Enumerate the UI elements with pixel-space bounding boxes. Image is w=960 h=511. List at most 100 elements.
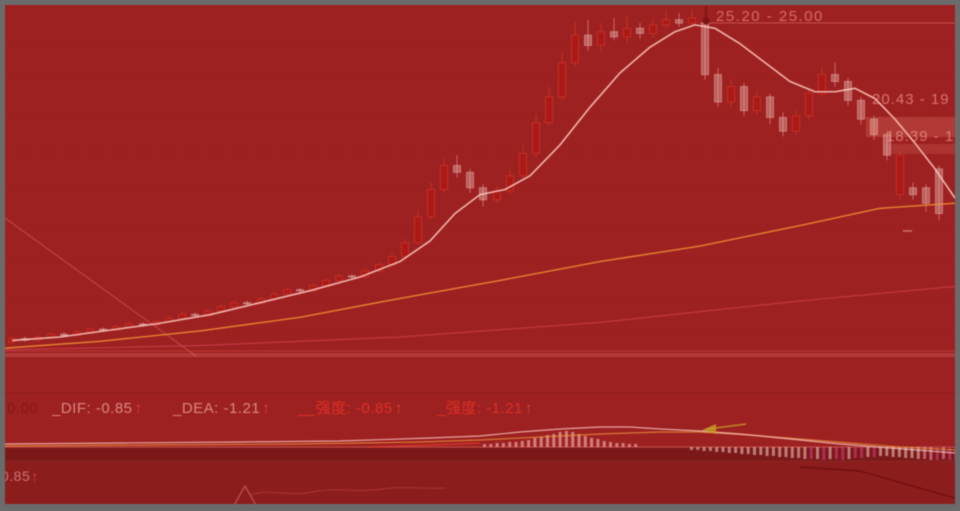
macd-histogram-bar-down (759, 447, 763, 455)
macd-histogram-bar-up (483, 444, 486, 447)
candle-body (125, 323, 133, 328)
candle-body (857, 99, 865, 120)
macd-histogram-bar-down (904, 447, 908, 458)
macd-histogram-bar-down (929, 447, 933, 460)
candle-body (427, 189, 435, 218)
ma-fast-line (11, 24, 955, 342)
macd-strength-line (369, 442, 481, 448)
candle-body (335, 275, 343, 281)
candle-body (519, 152, 527, 177)
macd-histogram-bar-down (746, 447, 750, 454)
ma-slow-line (5, 202, 955, 349)
macd-histogram-bar-down (910, 447, 914, 458)
candle-body (401, 242, 409, 257)
candle-body (779, 116, 787, 132)
candle-body (230, 302, 238, 308)
ma-long-line (5, 285, 955, 351)
candle-body (922, 187, 930, 204)
candle-body (636, 27, 644, 34)
macd-histogram-bar-down (797, 447, 801, 458)
macd-histogram-bar-up (508, 442, 512, 447)
panel-background-0 (5, 5, 955, 448)
stock-chart-canvas[interactable]: 25.20 - 25.00 20.43 - 19 18.39 - 1 0.00 _DIF… (5, 5, 955, 504)
candle-body (727, 86, 735, 103)
dif-line (5, 426, 955, 454)
candle-body (466, 171, 474, 189)
candle-body (178, 313, 186, 319)
macd-histogram-bar-down (853, 447, 857, 458)
macd-histogram-bar-down (948, 447, 952, 460)
candle-body (322, 279, 330, 287)
candle-body (649, 24, 657, 34)
up-arrow-icon: ↑ (525, 400, 533, 417)
candle-body (714, 74, 722, 103)
candle-body (283, 289, 291, 295)
up-arrow-icon: ↑ (31, 468, 39, 484)
macd-histogram-bar-down (847, 447, 851, 459)
candle-body (610, 31, 618, 38)
right-price-range-label-0: 20.43 - 19 (872, 91, 950, 108)
candle-body (348, 275, 356, 278)
candle-body (883, 134, 891, 156)
candle-body (701, 22, 709, 76)
candle-body (532, 122, 540, 154)
macd-histogram-bar-down (834, 447, 838, 459)
macd-histogram-bar-down (715, 447, 719, 452)
right-price-range-label-1: 18.39 - 1 (886, 128, 954, 145)
dea-line (5, 431, 955, 451)
candle-body (60, 333, 68, 336)
candle-body (753, 96, 761, 112)
candle-body (623, 27, 631, 38)
macd-histogram-bar-down (822, 447, 826, 460)
trend-line (5, 217, 197, 357)
candle-body (571, 34, 579, 64)
candle-body (740, 86, 748, 112)
macd-histogram-bar-down (879, 447, 882, 456)
candle-body (506, 175, 514, 192)
macd-histogram-bar-up (552, 434, 556, 447)
macd-histogram-bar-up (596, 439, 600, 447)
price-pin-icon (702, 17, 710, 25)
macd-histogram-bar-down (734, 447, 738, 453)
indicator-label: __强度: -0.85 ↑ (297, 400, 403, 417)
candle-body (766, 96, 774, 118)
macd-histogram-bar-down (923, 447, 927, 459)
candle-body (597, 31, 605, 46)
macd-histogram-bar-up (602, 441, 606, 447)
macd-histogram-bar-down (765, 447, 769, 456)
macd-histogram-bar-up (514, 442, 518, 447)
up-arrow-icon: ↑ (395, 400, 403, 417)
flat-price-band (5, 353, 955, 357)
candle-body (844, 80, 852, 101)
macd-histogram-bar-down (942, 447, 945, 459)
macd-histogram-bar-down (696, 447, 700, 450)
macd-histogram-bar-down (727, 447, 731, 453)
macd-histogram-bar-up (621, 443, 625, 447)
right-price-band-1 (884, 144, 955, 154)
sub-indicator-dark-line (799, 466, 955, 499)
candle-body (414, 216, 422, 244)
candle-body (453, 164, 461, 173)
macd-histogram-bar-down (891, 447, 895, 457)
macd-histogram-bar-down (866, 447, 870, 457)
candle-body (545, 96, 553, 124)
macd-histogram-bar-up (627, 444, 631, 447)
macd-histogram-bar-down (803, 447, 807, 459)
candle-body (688, 17, 696, 24)
macd-histogram-bar-up (489, 444, 493, 447)
indicator-label: _DIF: -0.85 ↑ (51, 400, 143, 417)
macd-histogram-bar-up (571, 432, 575, 447)
indicator-label: _强度: -1.21 ↑ (436, 400, 533, 417)
candle-body (805, 92, 813, 117)
macd-histogram-bar-down (690, 447, 693, 450)
macd-histogram-bar-up (564, 431, 568, 447)
macd-histogram-bar-down (885, 447, 889, 456)
macd-histogram-bar-up (495, 443, 499, 447)
macd-histogram-bar-up (577, 434, 581, 447)
candle-body (831, 74, 839, 82)
macd-histogram-bar-down (841, 447, 845, 460)
up-arrow-icon: ↑ (135, 400, 143, 417)
macd-histogram-bar-up (558, 432, 562, 447)
candle-body (296, 289, 304, 292)
